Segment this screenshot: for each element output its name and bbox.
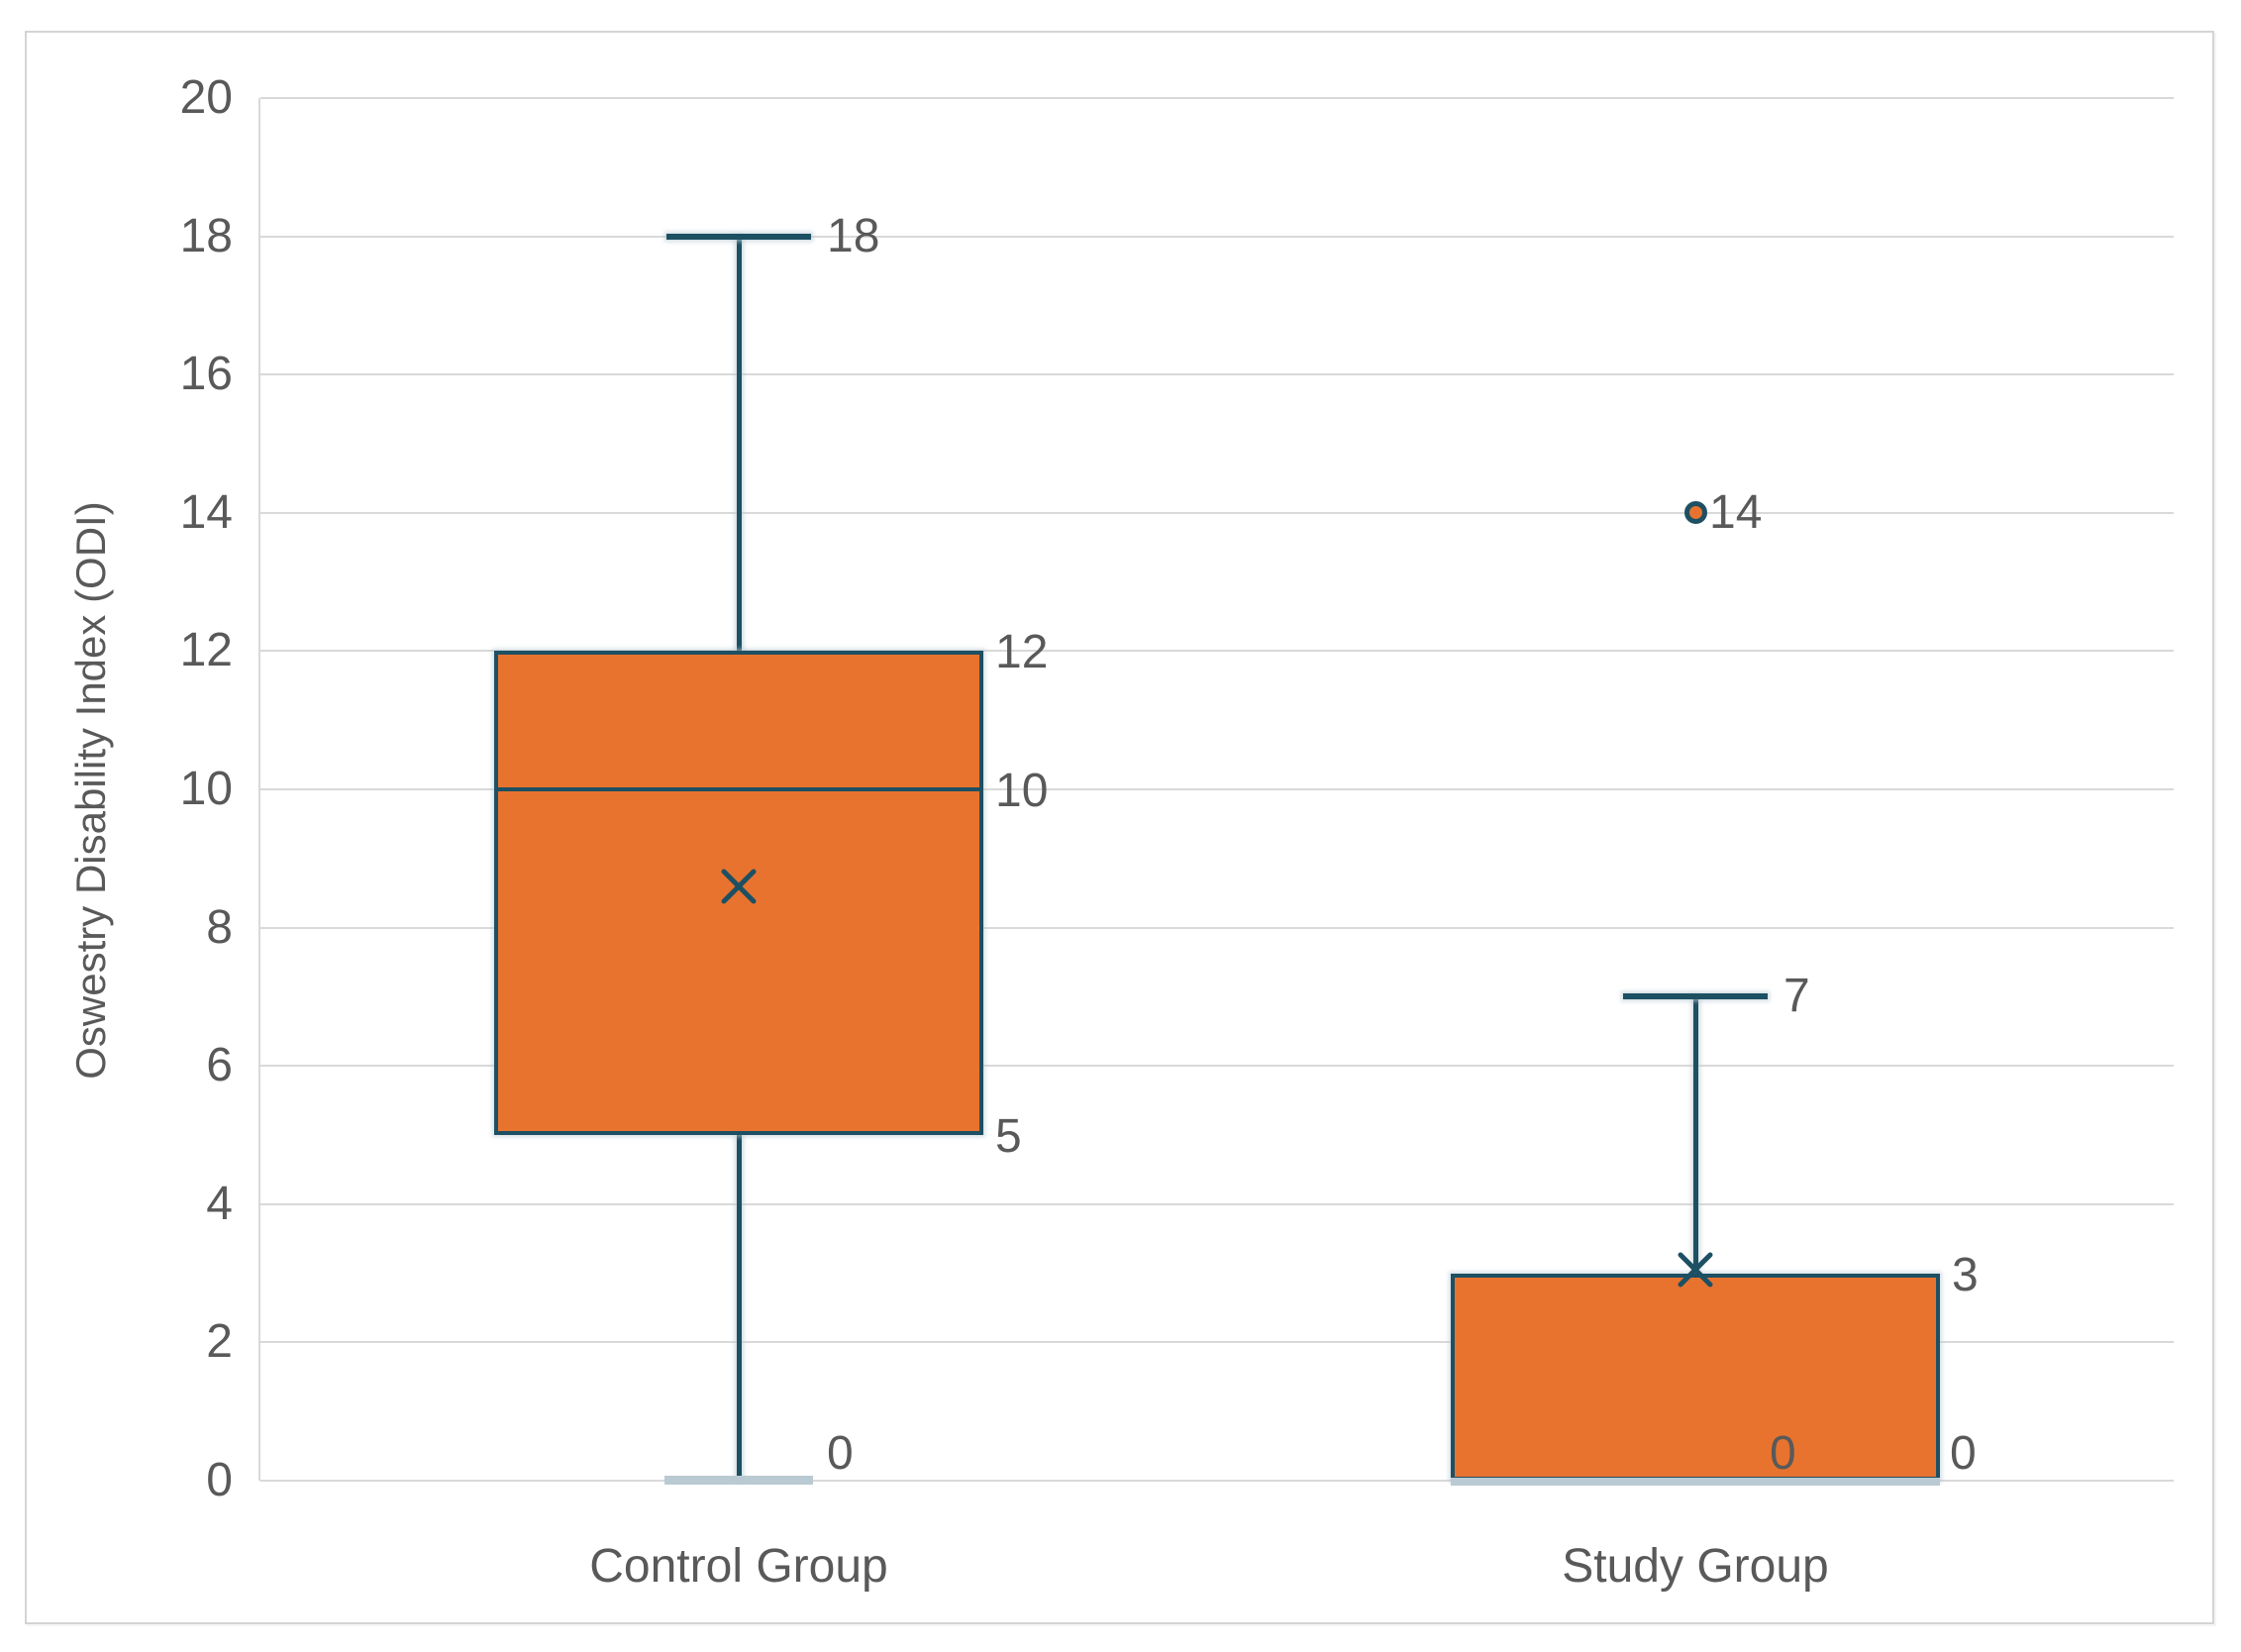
- data-label: 3: [1952, 1248, 1979, 1301]
- box-control-group: [494, 651, 983, 1135]
- data-label: 0: [827, 1427, 854, 1480]
- mean-x-marker: [1677, 1251, 1714, 1289]
- gridline: [260, 1480, 2174, 1482]
- upper-whisker-cap: [666, 233, 811, 240]
- y-tick-label: 10: [179, 763, 233, 815]
- category-label-study-group: Study Group: [1562, 1540, 1829, 1593]
- box-study-group: [1451, 1273, 1940, 1481]
- y-tick-label: 6: [206, 1039, 233, 1091]
- gridline: [260, 650, 2174, 652]
- upper-whisker-line: [736, 236, 742, 652]
- gridline: [260, 373, 2174, 375]
- y-tick-label: 0: [206, 1454, 233, 1506]
- data-label: 18: [827, 209, 880, 262]
- data-label: 14: [1709, 485, 1763, 539]
- y-tick-label: 12: [179, 624, 233, 676]
- data-label: 5: [995, 1110, 1022, 1163]
- data-label: 12: [995, 626, 1049, 679]
- gridline: [260, 236, 2174, 238]
- gridline: [260, 1203, 2174, 1205]
- gridline: [260, 97, 2174, 99]
- y-tick-label: 4: [206, 1178, 233, 1230]
- upper-whisker-cap: [1623, 993, 1768, 1000]
- y-tick-label: 16: [179, 348, 233, 400]
- y-tick-label: 20: [179, 71, 233, 124]
- lower-whisker-line: [736, 1135, 742, 1481]
- median-line: [497, 787, 980, 791]
- gridline: [260, 1341, 2174, 1343]
- gridline: [260, 927, 2174, 929]
- y-tick-label: 14: [179, 486, 233, 539]
- gridline: [260, 788, 2174, 790]
- min-median-light-line: [1451, 1478, 1940, 1486]
- data-label: 0: [1950, 1427, 1977, 1480]
- y-tick-label: 2: [206, 1315, 233, 1368]
- gridline: [260, 1065, 2174, 1067]
- gridline: [260, 512, 2174, 514]
- category-label-control-group: Control Group: [589, 1540, 888, 1593]
- data-label: 7: [1783, 970, 1810, 1023]
- outlier-point: [1683, 501, 1707, 525]
- y-tick-label: 8: [206, 901, 233, 954]
- data-label: 0: [1770, 1427, 1796, 1480]
- lower-whisker-cap: [664, 1476, 813, 1485]
- chart-frame: [25, 31, 2214, 1624]
- y-axis-line: [258, 98, 260, 1481]
- upper-whisker-line: [1692, 996, 1698, 1274]
- data-label: 10: [995, 765, 1049, 817]
- y-tick-label: 18: [179, 210, 233, 262]
- mean-x-marker: [720, 868, 758, 905]
